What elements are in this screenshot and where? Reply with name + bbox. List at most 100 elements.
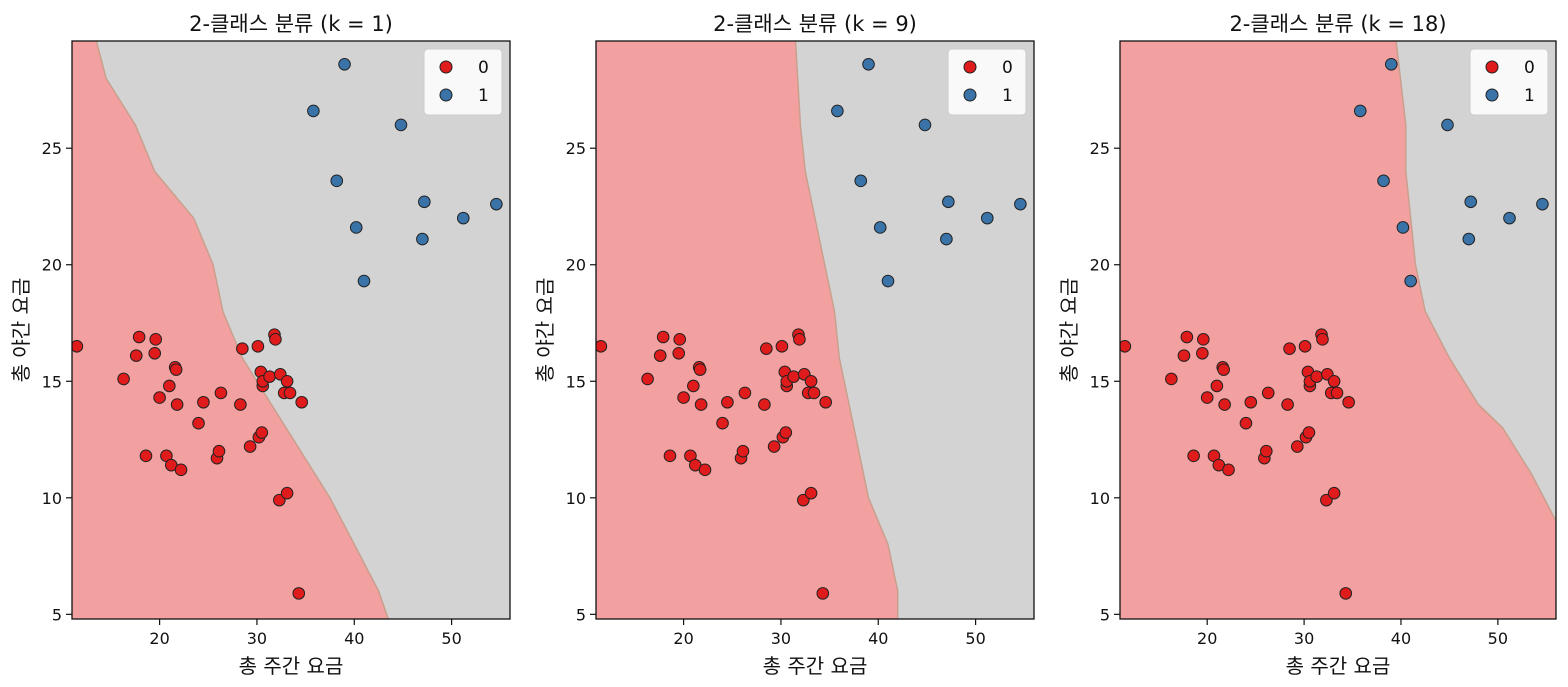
x-tick-label: 50 — [965, 629, 985, 648]
point-class-0 — [280, 486, 294, 500]
point-class-1 — [456, 211, 470, 225]
legend-label: 0 — [1524, 58, 1535, 78]
point-class-0 — [1310, 370, 1323, 383]
point-class-0 — [263, 370, 276, 383]
point-class-0 — [779, 426, 793, 439]
decision-boundary — [794, 41, 899, 619]
y-tick-label: 25 — [42, 139, 62, 158]
point-class-1 — [1396, 221, 1410, 234]
point-class-0 — [292, 587, 306, 600]
axes-frame — [595, 40, 1035, 620]
legend-label: 1 — [1524, 86, 1535, 106]
point-class-0 — [174, 463, 188, 477]
point-class-0 — [1165, 372, 1178, 386]
point-class-1 — [1404, 274, 1417, 288]
point-class-0 — [775, 340, 789, 353]
point-class-1 — [873, 221, 887, 234]
point-class-0 — [677, 391, 690, 404]
chart-title: 2-클래스 분류 (k = 18) — [1229, 12, 1446, 36]
point-class-0 — [236, 342, 249, 355]
point-class-0 — [1180, 330, 1194, 344]
point-class-0 — [1316, 333, 1329, 346]
point-class-1 — [831, 104, 844, 118]
point-class-0 — [1281, 398, 1294, 411]
point-class-0 — [1320, 493, 1333, 507]
point-class-0 — [1200, 391, 1214, 404]
legend: 01 — [947, 48, 1027, 116]
points — [1120, 58, 1549, 600]
point-class-0 — [694, 398, 708, 411]
point-class-0 — [269, 333, 282, 346]
legend-label: 0 — [478, 58, 489, 78]
x-tick-label: 30 — [1294, 629, 1314, 648]
point-class-1 — [940, 232, 953, 246]
legend-label: 1 — [1002, 86, 1013, 106]
y-tick-label: 5 — [576, 605, 586, 624]
point-class-0 — [1327, 486, 1341, 500]
point-class-0 — [129, 349, 143, 362]
legend-box — [1469, 48, 1549, 116]
point-class-0 — [736, 444, 750, 458]
point-class-0 — [251, 340, 265, 353]
point-class-0 — [758, 398, 771, 411]
x-tick-label: 20 — [673, 629, 693, 648]
point-class-1 — [918, 118, 932, 132]
point-class-0 — [641, 372, 654, 386]
y-tick-label: 20 — [42, 256, 62, 275]
point-class-0 — [243, 440, 257, 453]
point-class-0 — [132, 330, 146, 344]
point-class-0 — [117, 372, 130, 386]
y-axis-label: 총 야간 요금 — [1057, 278, 1081, 383]
point-class-0 — [673, 333, 687, 346]
point-class-0 — [295, 395, 309, 409]
points — [72, 58, 503, 600]
point-class-0 — [1342, 395, 1355, 409]
x-tick-label: 30 — [771, 629, 791, 648]
point-class-0 — [1298, 340, 1312, 353]
point-class-0 — [1120, 340, 1132, 353]
point-class-1 — [1503, 211, 1516, 225]
point-class-0 — [656, 330, 670, 344]
point-class-1 — [980, 211, 994, 225]
point-class-0 — [807, 386, 821, 400]
legend: 01 — [1469, 48, 1549, 116]
point-class-0 — [1239, 416, 1253, 430]
point-class-1 — [862, 58, 875, 71]
y-tick-label: 20 — [1090, 256, 1110, 275]
y-tick-label: 10 — [42, 489, 62, 508]
region-class-1 — [1396, 41, 1556, 522]
point-class-0 — [816, 587, 830, 600]
point-class-1 — [1014, 197, 1027, 211]
point-class-0 — [148, 347, 162, 360]
point-class-0 — [804, 374, 818, 388]
y-tick-label: 15 — [566, 372, 586, 391]
point-class-1 — [418, 195, 431, 209]
point-class-0 — [280, 374, 294, 388]
point-class-0 — [1187, 449, 1200, 463]
point-class-0 — [273, 493, 286, 507]
legend-marker — [439, 88, 453, 102]
point-class-0 — [653, 349, 667, 362]
legend-box — [423, 48, 503, 116]
point-class-0 — [672, 347, 686, 360]
point-class-0 — [1210, 379, 1224, 393]
point-class-0 — [787, 370, 800, 383]
point-class-0 — [804, 486, 818, 500]
point-class-0 — [1244, 395, 1258, 409]
point-class-0 — [793, 333, 806, 346]
legend-box — [947, 48, 1027, 116]
point-class-1 — [1377, 174, 1390, 188]
point-class-0 — [1177, 349, 1191, 362]
axes-frame — [1119, 40, 1557, 620]
point-class-0 — [1283, 342, 1296, 355]
point-class-0 — [738, 386, 752, 400]
point-class-1 — [1384, 58, 1398, 71]
point-class-0 — [255, 426, 269, 439]
point-class-1 — [338, 58, 351, 71]
y-tick-label: 20 — [566, 256, 586, 275]
point-class-1 — [307, 104, 320, 118]
decision-boundary — [95, 41, 390, 619]
point-class-0 — [721, 395, 734, 409]
